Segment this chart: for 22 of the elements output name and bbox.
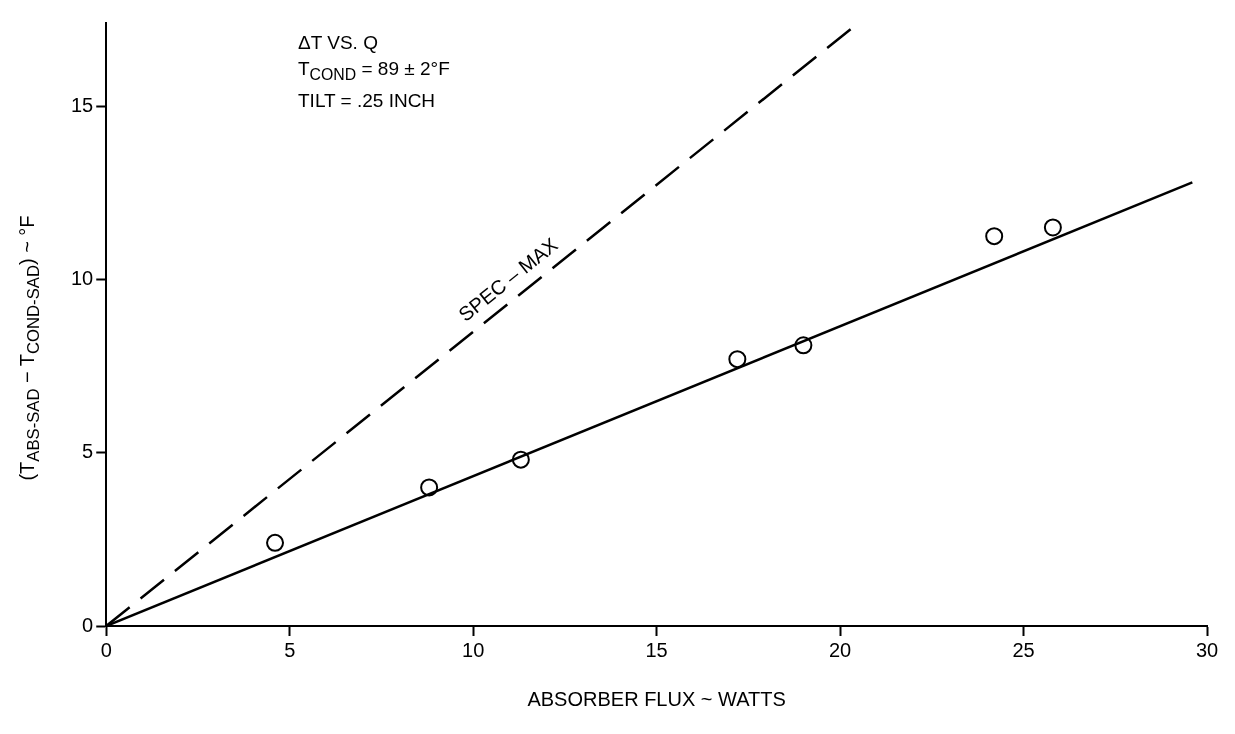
point xyxy=(794,336,813,355)
x-axis-title: ABSORBER FLUX ~ WATTS xyxy=(527,687,786,710)
y-tick-label: 10 xyxy=(71,266,94,289)
x-tick-label: 10 xyxy=(462,638,485,661)
x-tick-label: 25 xyxy=(1012,638,1035,661)
point xyxy=(728,350,747,369)
point xyxy=(985,227,1004,246)
x-tick-label: 0 xyxy=(100,638,112,661)
x-tick-label: 20 xyxy=(828,638,852,661)
x-tick-label: 5 xyxy=(284,638,296,661)
point xyxy=(1043,218,1062,237)
y-tick-label: 0 xyxy=(82,613,94,636)
y-tick-label: 15 xyxy=(71,93,94,116)
point xyxy=(266,533,285,552)
y-tick-label: 5 xyxy=(82,440,94,463)
annotation: TILT = .25 INCH xyxy=(298,88,437,113)
x-tick-label: 15 xyxy=(645,638,668,661)
point xyxy=(420,478,439,497)
annotation: ΔT VS. Q xyxy=(298,31,379,55)
x-tick-label: 30 xyxy=(1195,638,1219,661)
point xyxy=(511,450,530,469)
annotation: T$_{COND}$ = 89 ± 2°F xyxy=(298,57,450,85)
